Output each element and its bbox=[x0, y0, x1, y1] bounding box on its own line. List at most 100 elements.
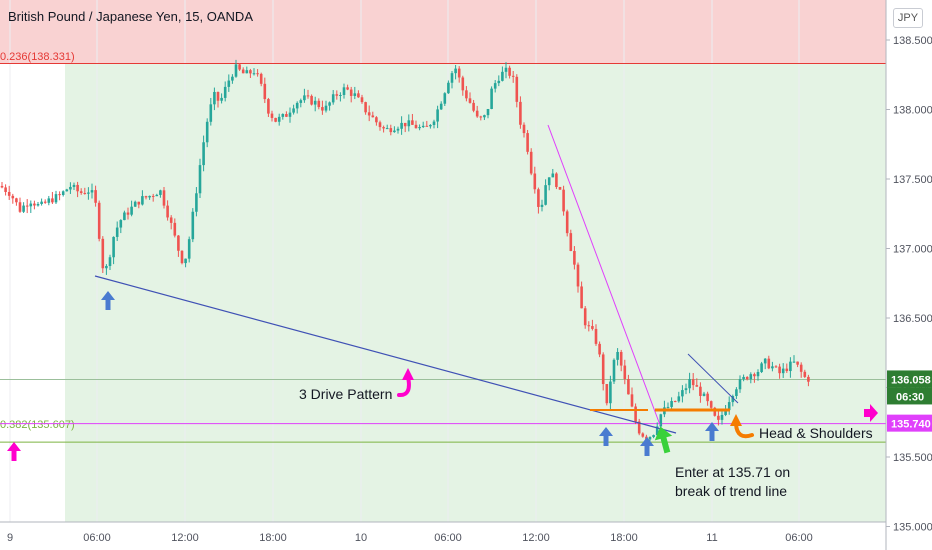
countdown-badge bbox=[887, 387, 932, 405]
price-tick-label: 136.500 bbox=[893, 313, 932, 325]
candle-body bbox=[47, 198, 51, 203]
candles-layer bbox=[0, 59, 810, 445]
candle-body bbox=[33, 203, 36, 206]
candle-body bbox=[313, 100, 317, 105]
note-3-drive: 3 Drive Pattern bbox=[299, 386, 392, 402]
candle-body bbox=[353, 93, 357, 96]
candle-body bbox=[205, 121, 209, 143]
arrow-green-shape bbox=[654, 426, 673, 454]
arrow-blue-up-shape bbox=[705, 422, 719, 441]
candle-body bbox=[670, 401, 673, 407]
time-tick-label: 18:00 bbox=[610, 532, 638, 544]
candle-body bbox=[72, 184, 76, 187]
note-enter-line2: break of trend line bbox=[675, 483, 787, 499]
candle-body bbox=[573, 250, 576, 265]
arrow-blue-up-shape bbox=[101, 291, 115, 310]
arrow-green-up bbox=[654, 426, 673, 454]
candle-body bbox=[25, 205, 29, 207]
trend-line-entry bbox=[547, 124, 661, 426]
candle-body bbox=[259, 73, 263, 84]
candle-body bbox=[65, 189, 69, 192]
candle-body bbox=[792, 361, 796, 363]
candle-body bbox=[133, 201, 137, 207]
candle-body bbox=[522, 124, 526, 134]
time-tick-label: 10 bbox=[355, 532, 367, 544]
candle-body bbox=[400, 122, 403, 129]
candle-body bbox=[648, 437, 652, 440]
candle-body bbox=[537, 189, 540, 207]
candle-body bbox=[393, 130, 396, 133]
candle-body bbox=[583, 308, 587, 326]
candle-body bbox=[490, 88, 493, 109]
candle-body bbox=[137, 201, 141, 205]
price-axis[interactable]: 138.500 138.000 137.500 137.000 136.500 136.0… bbox=[885, 0, 932, 550]
candle-body bbox=[411, 120, 414, 125]
alert-arrow-left bbox=[864, 404, 878, 422]
candle-body bbox=[483, 115, 486, 118]
arrow-blue-up bbox=[705, 422, 719, 441]
arrow-blue-up-shape bbox=[599, 427, 613, 446]
candle-body bbox=[785, 368, 789, 372]
candle-body bbox=[112, 236, 115, 258]
candle-body bbox=[123, 212, 126, 221]
candle-body bbox=[126, 212, 130, 215]
time-axis[interactable]: 9 06:00 12:00 18:00 10 06:00 12:00 18:00 11 06:00 bbox=[0, 521, 886, 544]
arrows-layer bbox=[7, 291, 921, 461]
candle-body bbox=[594, 328, 598, 344]
candle-body bbox=[652, 435, 655, 438]
candle-body bbox=[346, 87, 349, 90]
candle-body bbox=[709, 401, 713, 408]
trendlines-layer[interactable] bbox=[94, 124, 739, 434]
candle-body bbox=[69, 186, 72, 190]
candle-body bbox=[187, 239, 191, 259]
candle-body bbox=[180, 250, 184, 264]
candle-body bbox=[173, 222, 177, 236]
candle-body bbox=[681, 390, 684, 397]
candle-body bbox=[450, 73, 454, 83]
candle-body bbox=[547, 177, 551, 186]
time-tick-label: 06:00 bbox=[434, 532, 462, 544]
candle-body bbox=[565, 211, 569, 234]
candle-body bbox=[277, 116, 281, 122]
last-price-label: 136.058 bbox=[891, 374, 931, 386]
candle-body bbox=[288, 112, 292, 117]
candle-body bbox=[580, 286, 583, 309]
candle-body bbox=[432, 121, 436, 125]
candle-body bbox=[447, 82, 450, 94]
candle-body bbox=[378, 122, 382, 128]
candle-body bbox=[267, 99, 270, 114]
candle-body bbox=[767, 358, 771, 369]
candle-body bbox=[641, 433, 645, 437]
candle-body bbox=[184, 258, 187, 264]
candle-body bbox=[7, 191, 11, 196]
zones-layer bbox=[0, 0, 886, 523]
candle-body bbox=[306, 95, 310, 97]
candle-body bbox=[781, 368, 785, 374]
candle-body bbox=[119, 220, 123, 228]
candle-body bbox=[321, 107, 324, 111]
candle-body bbox=[627, 379, 630, 395]
candle-body bbox=[533, 173, 537, 190]
candle-body bbox=[655, 426, 659, 436]
candle-body bbox=[479, 116, 483, 118]
candle-body bbox=[738, 379, 742, 390]
currency-badge[interactable]: JPY bbox=[893, 8, 923, 28]
candle-body bbox=[493, 83, 497, 89]
candle-body bbox=[598, 343, 601, 355]
candle-body bbox=[22, 205, 25, 212]
candle-body bbox=[753, 374, 756, 377]
alert-label: 135.740 bbox=[891, 419, 931, 431]
candle-body bbox=[691, 379, 695, 386]
candle-body bbox=[673, 401, 677, 403]
candle-body bbox=[461, 77, 465, 91]
candle-body bbox=[234, 64, 238, 77]
candle-body bbox=[601, 354, 605, 385]
candle-body bbox=[677, 396, 681, 402]
candle-body bbox=[18, 202, 22, 212]
candle-body bbox=[634, 406, 637, 422]
candle-body bbox=[418, 127, 421, 129]
candle-body bbox=[749, 374, 753, 380]
price-tick-label: 135.000 bbox=[893, 522, 932, 534]
